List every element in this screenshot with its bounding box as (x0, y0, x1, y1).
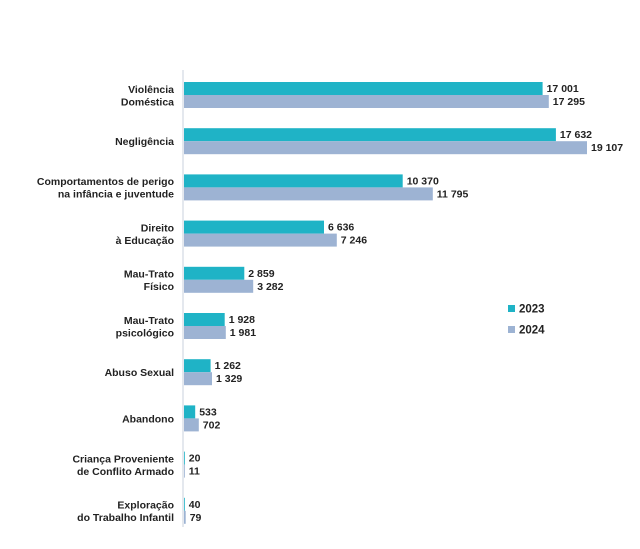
bar-2024 (184, 464, 185, 478)
value-label-2023: 17 632 (560, 129, 592, 141)
legend-label-2023: 2023 (519, 304, 545, 316)
bar-2024 (184, 187, 433, 201)
value-label-2023: 2 859 (248, 268, 274, 280)
bar-2024 (184, 418, 199, 432)
bar-2024 (184, 372, 212, 386)
value-label-2023: 40 (189, 499, 201, 511)
bar-2024 (184, 141, 587, 155)
value-label-2024: 11 (189, 466, 200, 478)
bar-2023 (184, 82, 543, 95)
category-label: Criança Proveniente (72, 453, 174, 465)
legend-label-2024: 2024 (519, 325, 545, 337)
bar-2024 (184, 233, 337, 247)
value-label-2024: 17 295 (553, 96, 585, 108)
bar-2023 (184, 497, 185, 511)
value-label-2023: 17 001 (547, 83, 579, 95)
value-label-2024: 19 107 (591, 142, 623, 154)
category-label: Negligência (115, 136, 174, 148)
category-label: Comportamentos de perigo (37, 176, 174, 188)
category-label: Mau-Trato (124, 315, 174, 327)
bar-2023 (184, 359, 211, 373)
value-label-2024: 1 329 (216, 373, 242, 385)
value-label-2024: 79 (190, 512, 202, 524)
category-label: Direito (141, 222, 174, 234)
category-label: Abuso Sexual (105, 367, 175, 379)
value-label-2023: 6 636 (328, 222, 354, 234)
category-label: Físico (144, 281, 174, 293)
category-label: Doméstica (121, 96, 174, 108)
value-label-2024: 1 981 (230, 327, 256, 339)
legend: 2023 2024 (508, 304, 545, 337)
bar-2023 (184, 405, 196, 419)
value-label-2023: 20 (189, 453, 201, 465)
category-label: de Conflito Armado (77, 466, 174, 478)
value-label-2023: 1 262 (215, 360, 241, 372)
value-label-2024: 3 282 (257, 281, 283, 293)
category-label: Abandono (122, 413, 174, 425)
legend-swatch-2023 (508, 305, 515, 312)
value-label-2024: 11 795 (437, 188, 469, 200)
category-label: na infância e juventude (58, 189, 174, 201)
bar-2023 (184, 174, 403, 188)
bar-2024 (184, 279, 254, 293)
value-label-2023: 1 928 (229, 314, 255, 326)
bar-2024 (184, 95, 549, 108)
legend-swatch-2024 (508, 326, 515, 333)
bar-2023 (184, 313, 225, 326)
value-label-2024: 702 (203, 419, 221, 431)
bar-2023 (184, 266, 245, 280)
category-label: Violência (128, 84, 174, 96)
bar-2023 (184, 451, 185, 465)
category-label: do Trabalho Infantil (77, 512, 174, 524)
value-label-2023: 533 (199, 406, 217, 418)
bar-2023 (184, 220, 324, 234)
bar-2024 (184, 510, 186, 524)
value-label-2024: 7 246 (341, 235, 367, 247)
category-label: Mau-Trato (124, 269, 174, 281)
category-label: Exploração (117, 500, 174, 512)
bar-2023 (184, 128, 556, 142)
category-label: à Educação (116, 235, 174, 247)
category-label: psicológico (116, 327, 174, 339)
value-label-2023: 10 370 (407, 175, 439, 187)
bar-2024 (184, 326, 226, 339)
